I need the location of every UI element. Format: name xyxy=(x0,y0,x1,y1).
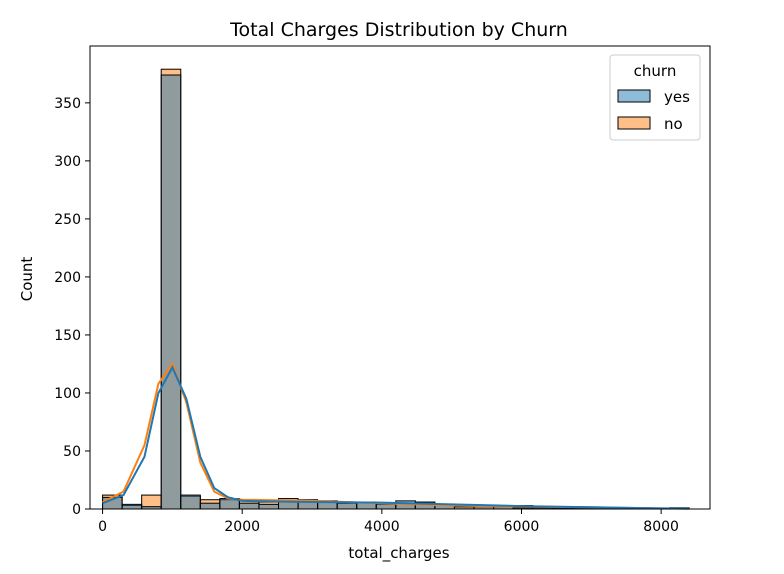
plot-area xyxy=(89,45,711,510)
bar-yes-7 xyxy=(238,502,260,510)
x-axis-label: total_charges xyxy=(348,544,449,563)
y-tick-label-50: 50 xyxy=(63,444,81,460)
x-axis: 0 2000 4000 6000 8000 xyxy=(98,509,679,535)
y-tick-label-250: 250 xyxy=(54,212,81,228)
bar-yes-3 xyxy=(160,74,182,510)
legend-swatch-no xyxy=(617,116,651,130)
legend-swatch-yes xyxy=(617,89,651,103)
kde-line-no xyxy=(102,361,690,510)
bar-yes-8 xyxy=(258,503,280,510)
chart-title: Total Charges Distribution by Churn xyxy=(229,19,568,41)
x-tick-label-0: 0 xyxy=(98,519,107,535)
x-tick-label-4000: 4000 xyxy=(364,519,400,535)
y-tick-label-200: 200 xyxy=(54,270,81,286)
x-tick-label-2000: 2000 xyxy=(224,519,260,535)
legend: churn yes no xyxy=(609,54,701,141)
x-tick-label-6000: 6000 xyxy=(504,519,540,535)
y-tick-label-150: 150 xyxy=(54,328,81,344)
legend-label-yes: yes xyxy=(664,88,690,106)
y-tick-label-350: 350 xyxy=(54,96,81,112)
bar-yes-12 xyxy=(336,502,358,510)
y-axis-label: Count xyxy=(18,257,36,302)
bar-yes-4 xyxy=(180,494,201,510)
y-tick-label-100: 100 xyxy=(54,386,81,402)
kde-line-yes xyxy=(102,365,690,510)
legend-title: churn xyxy=(634,62,677,80)
plot-frame xyxy=(89,45,711,510)
y-axis: 0 50 100 150 200 250 300 350 xyxy=(54,96,90,518)
y-tick-label-0: 0 xyxy=(72,502,81,518)
bar-yes-5 xyxy=(199,502,221,510)
x-tick-label-8000: 8000 xyxy=(643,519,679,535)
legend-label-no: no xyxy=(664,115,683,133)
y-tick-label-300: 300 xyxy=(54,154,81,170)
bar-yes-1 xyxy=(121,503,143,510)
